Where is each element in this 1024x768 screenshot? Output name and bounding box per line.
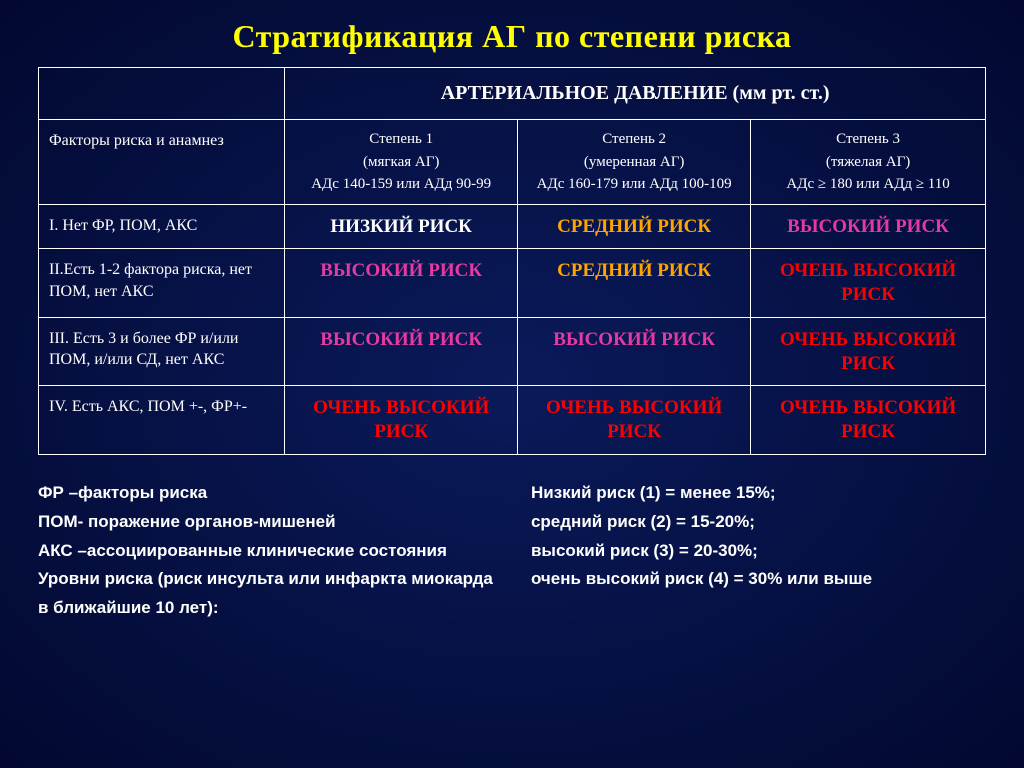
- risk-cell: ВЫСОКИЙ РИСК: [285, 317, 518, 386]
- col-header-3: Степень 3 (тяжелая АГ) АДс ≥ 180 или АДд…: [751, 120, 986, 205]
- risk-cell: СРЕДНИЙ РИСК: [518, 249, 751, 318]
- risk-cell: ОЧЕНЬ ВЫСОКИЙ РИСК: [518, 386, 751, 455]
- risk-cell: ОЧЕНЬ ВЫСОКИЙ РИСК: [751, 249, 986, 318]
- table-row: I. Нет ФР, ПОМ, АКС НИЗКИЙ РИСК СРЕДНИЙ …: [39, 204, 986, 249]
- main-header: АРТЕРИАЛЬНОЕ ДАВЛЕНИЕ (мм рт. ст.): [285, 68, 986, 120]
- legend-line: Уровни риска (риск инсульта или инфаркта…: [38, 565, 493, 623]
- risk-table: АРТЕРИАЛЬНОЕ ДАВЛЕНИЕ (мм рт. ст.) Факто…: [38, 67, 986, 455]
- risk-cell: ОЧЕНЬ ВЫСОКИЙ РИСК: [751, 317, 986, 386]
- legend-line: высокий риск (3) = 20-30%;: [531, 537, 986, 566]
- row-label: I. Нет ФР, ПОМ, АКС: [39, 204, 285, 249]
- legend-line: Низкий риск (1) = менее 15%;: [531, 479, 986, 508]
- page-title: Стратификация АГ по степени риска: [38, 18, 986, 55]
- footer: ФР –факторы риска ПОМ- поражение органов…: [38, 479, 986, 623]
- corner-cell: [39, 68, 285, 120]
- legend-right: Низкий риск (1) = менее 15%; средний рис…: [531, 479, 986, 623]
- table-row: IV. Есть АКС, ПОМ +-, ФР+- ОЧЕНЬ ВЫСОКИЙ…: [39, 386, 986, 455]
- table-row: III. Есть 3 и более ФР и/или ПОМ, и/или …: [39, 317, 986, 386]
- risk-cell: ОЧЕНЬ ВЫСОКИЙ РИСК: [751, 386, 986, 455]
- row-label: III. Есть 3 и более ФР и/или ПОМ, и/или …: [39, 317, 285, 386]
- legend-line: АКС –ассоциированные клинические состоян…: [38, 537, 493, 566]
- row-label: IV. Есть АКС, ПОМ +-, ФР+-: [39, 386, 285, 455]
- risk-cell: ВЫСОКИЙ РИСК: [518, 317, 751, 386]
- col-header-1: Степень 1 (мягкая АГ) АДс 140-159 или АД…: [285, 120, 518, 205]
- row-header-label: Факторы риска и анамнез: [39, 120, 285, 205]
- risk-cell: ВЫСОКИЙ РИСК: [751, 204, 986, 249]
- table-row: II.Есть 1-2 фактора риска, нет ПОМ, нет …: [39, 249, 986, 318]
- col-header-2: Степень 2 (умеренная АГ) АДс 160-179 или…: [518, 120, 751, 205]
- legend-line: средний риск (2) = 15-20%;: [531, 508, 986, 537]
- risk-cell: ВЫСОКИЙ РИСК: [285, 249, 518, 318]
- legend-line: очень высокий риск (4) = 30% или выше: [531, 565, 986, 594]
- legend-left: ФР –факторы риска ПОМ- поражение органов…: [38, 479, 493, 623]
- legend-line: ФР –факторы риска: [38, 479, 493, 508]
- risk-cell: СРЕДНИЙ РИСК: [518, 204, 751, 249]
- risk-cell: НИЗКИЙ РИСК: [285, 204, 518, 249]
- legend-line: ПОМ- поражение органов-мишеней: [38, 508, 493, 537]
- risk-cell: ОЧЕНЬ ВЫСОКИЙ РИСК: [285, 386, 518, 455]
- row-label: II.Есть 1-2 фактора риска, нет ПОМ, нет …: [39, 249, 285, 318]
